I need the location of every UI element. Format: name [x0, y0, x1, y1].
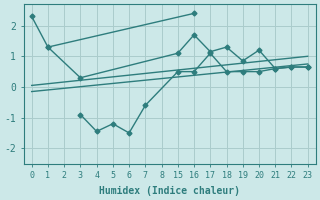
X-axis label: Humidex (Indice chaleur): Humidex (Indice chaleur) — [99, 186, 240, 196]
